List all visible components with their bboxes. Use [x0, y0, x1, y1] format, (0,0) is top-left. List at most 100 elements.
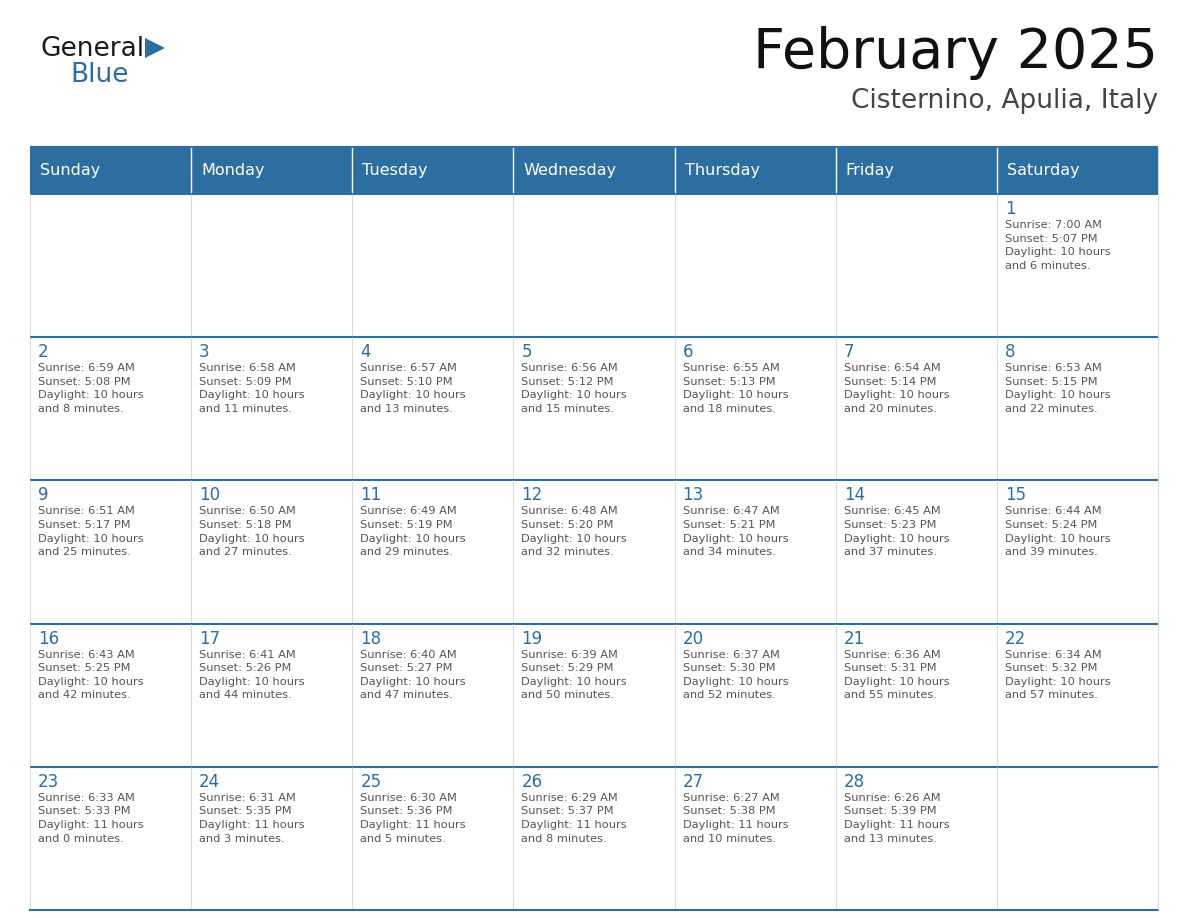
Text: 8: 8 — [1005, 343, 1016, 361]
Text: Sunrise: 6:44 AM
Sunset: 5:24 PM
Daylight: 10 hours
and 39 minutes.: Sunrise: 6:44 AM Sunset: 5:24 PM Dayligh… — [1005, 507, 1111, 557]
Bar — [675, 194, 835, 337]
Text: Sunrise: 6:57 AM
Sunset: 5:10 PM
Daylight: 10 hours
and 13 minutes.: Sunrise: 6:57 AM Sunset: 5:10 PM Dayligh… — [360, 364, 466, 414]
Text: Sunrise: 6:33 AM
Sunset: 5:33 PM
Daylight: 11 hours
and 0 minutes.: Sunrise: 6:33 AM Sunset: 5:33 PM Dayligh… — [38, 793, 144, 844]
Text: 17: 17 — [200, 630, 220, 647]
Text: 15: 15 — [1005, 487, 1026, 504]
Bar — [835, 337, 997, 480]
Text: 12: 12 — [522, 487, 543, 504]
Text: Sunrise: 6:37 AM
Sunset: 5:30 PM
Daylight: 10 hours
and 52 minutes.: Sunrise: 6:37 AM Sunset: 5:30 PM Dayligh… — [683, 650, 788, 700]
Bar — [675, 148, 835, 194]
Text: Sunrise: 6:27 AM
Sunset: 5:38 PM
Daylight: 11 hours
and 10 minutes.: Sunrise: 6:27 AM Sunset: 5:38 PM Dayligh… — [683, 793, 788, 844]
Text: Sunrise: 6:54 AM
Sunset: 5:14 PM
Daylight: 10 hours
and 20 minutes.: Sunrise: 6:54 AM Sunset: 5:14 PM Dayligh… — [843, 364, 949, 414]
Bar — [675, 623, 835, 767]
Text: 26: 26 — [522, 773, 543, 790]
Bar — [675, 480, 835, 623]
Bar — [30, 194, 191, 337]
Text: Sunrise: 6:51 AM
Sunset: 5:17 PM
Daylight: 10 hours
and 25 minutes.: Sunrise: 6:51 AM Sunset: 5:17 PM Dayligh… — [38, 507, 144, 557]
Text: Sunrise: 6:55 AM
Sunset: 5:13 PM
Daylight: 10 hours
and 18 minutes.: Sunrise: 6:55 AM Sunset: 5:13 PM Dayligh… — [683, 364, 788, 414]
Text: Sunrise: 6:41 AM
Sunset: 5:26 PM
Daylight: 10 hours
and 44 minutes.: Sunrise: 6:41 AM Sunset: 5:26 PM Dayligh… — [200, 650, 305, 700]
Text: Sunrise: 6:31 AM
Sunset: 5:35 PM
Daylight: 11 hours
and 3 minutes.: Sunrise: 6:31 AM Sunset: 5:35 PM Dayligh… — [200, 793, 305, 844]
Text: General: General — [40, 36, 144, 62]
Text: Sunrise: 6:45 AM
Sunset: 5:23 PM
Daylight: 10 hours
and 37 minutes.: Sunrise: 6:45 AM Sunset: 5:23 PM Dayligh… — [843, 507, 949, 557]
Text: 5: 5 — [522, 343, 532, 361]
Text: 28: 28 — [843, 773, 865, 790]
Bar — [191, 148, 353, 194]
Text: Sunrise: 6:26 AM
Sunset: 5:39 PM
Daylight: 11 hours
and 13 minutes.: Sunrise: 6:26 AM Sunset: 5:39 PM Dayligh… — [843, 793, 949, 844]
Text: 23: 23 — [38, 773, 59, 790]
Text: February 2025: February 2025 — [753, 26, 1158, 80]
Bar — [835, 148, 997, 194]
Bar — [353, 480, 513, 623]
Bar — [191, 337, 353, 480]
Bar — [997, 194, 1158, 337]
Text: Sunrise: 6:48 AM
Sunset: 5:20 PM
Daylight: 10 hours
and 32 minutes.: Sunrise: 6:48 AM Sunset: 5:20 PM Dayligh… — [522, 507, 627, 557]
Bar — [30, 480, 191, 623]
Bar — [191, 767, 353, 910]
Text: Tuesday: Tuesday — [362, 163, 428, 178]
Bar — [997, 623, 1158, 767]
Text: Sunrise: 6:39 AM
Sunset: 5:29 PM
Daylight: 10 hours
and 50 minutes.: Sunrise: 6:39 AM Sunset: 5:29 PM Dayligh… — [522, 650, 627, 700]
Bar — [30, 148, 191, 194]
Text: Saturday: Saturday — [1007, 163, 1080, 178]
Text: 3: 3 — [200, 343, 210, 361]
Text: Friday: Friday — [846, 163, 895, 178]
Text: Sunrise: 6:49 AM
Sunset: 5:19 PM
Daylight: 10 hours
and 29 minutes.: Sunrise: 6:49 AM Sunset: 5:19 PM Dayligh… — [360, 507, 466, 557]
Bar — [835, 623, 997, 767]
Bar — [353, 767, 513, 910]
Bar — [835, 767, 997, 910]
Bar — [997, 337, 1158, 480]
Bar — [675, 767, 835, 910]
Text: 24: 24 — [200, 773, 220, 790]
Bar — [30, 767, 191, 910]
Text: 9: 9 — [38, 487, 49, 504]
Bar — [513, 767, 675, 910]
Bar — [513, 337, 675, 480]
Text: 27: 27 — [683, 773, 703, 790]
Bar — [835, 194, 997, 337]
Text: Cisternino, Apulia, Italy: Cisternino, Apulia, Italy — [851, 88, 1158, 114]
Bar — [675, 337, 835, 480]
Text: 6: 6 — [683, 343, 693, 361]
Bar — [191, 480, 353, 623]
Bar — [30, 623, 191, 767]
Text: 20: 20 — [683, 630, 703, 647]
Bar — [513, 480, 675, 623]
Bar — [835, 480, 997, 623]
Text: 25: 25 — [360, 773, 381, 790]
Text: Sunrise: 6:36 AM
Sunset: 5:31 PM
Daylight: 10 hours
and 55 minutes.: Sunrise: 6:36 AM Sunset: 5:31 PM Dayligh… — [843, 650, 949, 700]
Text: 13: 13 — [683, 487, 703, 504]
Text: 16: 16 — [38, 630, 59, 647]
Text: 2: 2 — [38, 343, 49, 361]
Bar — [191, 623, 353, 767]
Bar — [353, 623, 513, 767]
Text: Sunrise: 6:30 AM
Sunset: 5:36 PM
Daylight: 11 hours
and 5 minutes.: Sunrise: 6:30 AM Sunset: 5:36 PM Dayligh… — [360, 793, 466, 844]
Text: Sunrise: 6:29 AM
Sunset: 5:37 PM
Daylight: 11 hours
and 8 minutes.: Sunrise: 6:29 AM Sunset: 5:37 PM Dayligh… — [522, 793, 627, 844]
Bar — [353, 148, 513, 194]
Text: Sunrise: 6:43 AM
Sunset: 5:25 PM
Daylight: 10 hours
and 42 minutes.: Sunrise: 6:43 AM Sunset: 5:25 PM Dayligh… — [38, 650, 144, 700]
Text: 10: 10 — [200, 487, 220, 504]
Text: Wednesday: Wednesday — [524, 163, 617, 178]
Bar — [513, 148, 675, 194]
Text: Sunrise: 6:58 AM
Sunset: 5:09 PM
Daylight: 10 hours
and 11 minutes.: Sunrise: 6:58 AM Sunset: 5:09 PM Dayligh… — [200, 364, 305, 414]
Bar — [191, 194, 353, 337]
Text: 19: 19 — [522, 630, 543, 647]
Text: 21: 21 — [843, 630, 865, 647]
Text: 4: 4 — [360, 343, 371, 361]
Bar — [513, 194, 675, 337]
Bar — [30, 337, 191, 480]
Text: 14: 14 — [843, 487, 865, 504]
Text: Sunrise: 7:00 AM
Sunset: 5:07 PM
Daylight: 10 hours
and 6 minutes.: Sunrise: 7:00 AM Sunset: 5:07 PM Dayligh… — [1005, 220, 1111, 271]
Text: 11: 11 — [360, 487, 381, 504]
Text: 18: 18 — [360, 630, 381, 647]
Text: Sunrise: 6:59 AM
Sunset: 5:08 PM
Daylight: 10 hours
and 8 minutes.: Sunrise: 6:59 AM Sunset: 5:08 PM Dayligh… — [38, 364, 144, 414]
Text: Sunrise: 6:53 AM
Sunset: 5:15 PM
Daylight: 10 hours
and 22 minutes.: Sunrise: 6:53 AM Sunset: 5:15 PM Dayligh… — [1005, 364, 1111, 414]
Text: Sunrise: 6:40 AM
Sunset: 5:27 PM
Daylight: 10 hours
and 47 minutes.: Sunrise: 6:40 AM Sunset: 5:27 PM Dayligh… — [360, 650, 466, 700]
Text: Sunrise: 6:34 AM
Sunset: 5:32 PM
Daylight: 10 hours
and 57 minutes.: Sunrise: 6:34 AM Sunset: 5:32 PM Dayligh… — [1005, 650, 1111, 700]
Bar — [513, 623, 675, 767]
Text: Sunrise: 6:47 AM
Sunset: 5:21 PM
Daylight: 10 hours
and 34 minutes.: Sunrise: 6:47 AM Sunset: 5:21 PM Dayligh… — [683, 507, 788, 557]
Text: Sunrise: 6:56 AM
Sunset: 5:12 PM
Daylight: 10 hours
and 15 minutes.: Sunrise: 6:56 AM Sunset: 5:12 PM Dayligh… — [522, 364, 627, 414]
Text: Monday: Monday — [201, 163, 265, 178]
Text: 1: 1 — [1005, 200, 1016, 218]
Text: 7: 7 — [843, 343, 854, 361]
Polygon shape — [145, 38, 165, 58]
